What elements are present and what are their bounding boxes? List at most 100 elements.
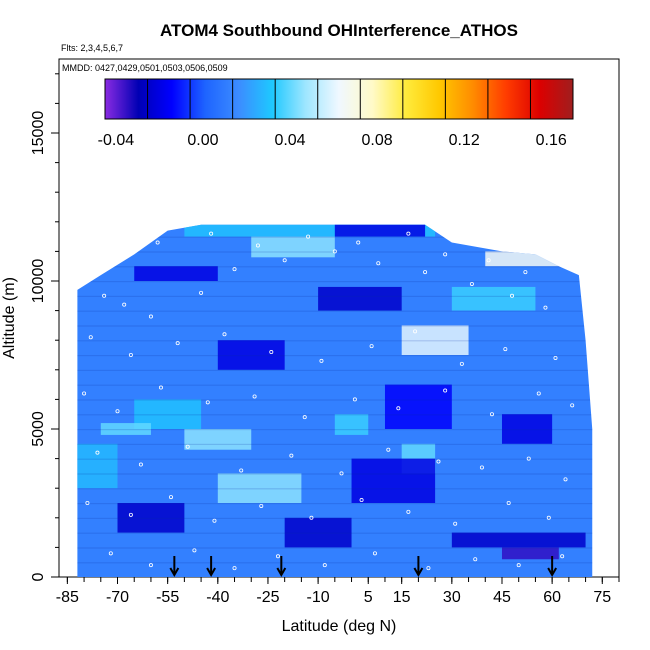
y-tick-label: 0 — [30, 572, 47, 581]
x-tick-label: 75 — [593, 589, 611, 606]
flight-arrow — [169, 556, 180, 578]
sample-point — [322, 563, 327, 568]
colorbar-tick-label: 0.08 — [362, 132, 393, 149]
heatmap-cell — [451, 532, 586, 548]
level-stripe — [77, 532, 593, 534]
x-tick-label: 45 — [493, 589, 511, 606]
sample-point — [205, 400, 210, 405]
colorbar-tick-label: 0.00 — [187, 132, 218, 149]
sample-point — [85, 500, 90, 505]
sample-point — [546, 515, 551, 520]
level-stripe — [77, 547, 593, 549]
colorbar-ticks: -0.04 0.00 0.04 0.08 0.12 0.16 — [98, 79, 567, 149]
heatmap-cell — [451, 286, 536, 311]
heatmap-cell — [401, 325, 469, 355]
sample-point — [128, 352, 133, 357]
sample-point — [275, 554, 280, 559]
level-stripe — [77, 310, 593, 312]
sample-point — [376, 261, 381, 266]
level-stripe — [77, 414, 593, 416]
sample-point — [309, 515, 314, 520]
sample-point — [128, 512, 133, 517]
level-stripe — [77, 340, 593, 342]
sample-point — [553, 355, 558, 360]
flight-arrow — [547, 556, 558, 578]
x-tick-label: 30 — [443, 589, 461, 606]
level-stripe — [77, 295, 593, 297]
heatmap-cell — [284, 517, 352, 548]
sample-point — [406, 231, 411, 236]
sample-point — [523, 270, 528, 275]
heatmap-cell — [501, 547, 559, 560]
sample-point — [168, 495, 173, 500]
sample-point — [158, 385, 163, 390]
level-stripe — [77, 473, 593, 475]
dates-label: MMDD: 0427,0429,0501,0503,0506,0509 — [62, 63, 228, 73]
level-stripe — [77, 236, 593, 238]
sample-point — [185, 444, 190, 449]
level-stripe — [77, 399, 593, 401]
x-tick-label: -40 — [206, 589, 229, 606]
heatmap-cell — [501, 414, 553, 444]
level-stripe — [77, 251, 593, 253]
level-stripe — [77, 488, 593, 490]
heatmap-cell — [251, 236, 335, 258]
sample-point — [108, 551, 113, 556]
chart-title: ATOM4 Southbound OHInterference_ATHOS — [160, 21, 518, 40]
sample-point — [469, 281, 474, 286]
sample-point — [570, 403, 575, 408]
sample-point — [155, 240, 160, 245]
x-axis: -85 -70 -55 -40 -25 -10 5 15 30 45 60 75 — [56, 577, 620, 606]
sample-point — [255, 243, 260, 248]
sample-point — [543, 305, 548, 310]
sample-point — [82, 391, 87, 396]
sample-point — [282, 258, 287, 263]
sample-point — [209, 231, 214, 236]
colorbar: -0.04 0.00 0.04 0.08 0.12 0.16 — [98, 78, 574, 149]
sample-point — [426, 566, 431, 571]
flights-label: Flts: 2,3,4,5,6,7 — [61, 43, 123, 53]
level-stripe — [77, 325, 593, 327]
heatmap-cell — [117, 503, 185, 533]
sample-point — [115, 409, 120, 414]
sample-point — [95, 450, 100, 455]
sample-point — [473, 557, 478, 562]
sample-point — [359, 498, 364, 503]
x-tick-label: -25 — [256, 589, 279, 606]
heatmap-cell — [100, 423, 151, 435]
sample-point — [102, 293, 107, 298]
sample-point — [436, 459, 441, 464]
heatmap-cell — [184, 224, 436, 237]
sample-point — [386, 447, 391, 452]
sample-point — [459, 361, 464, 366]
level-stripe — [77, 355, 593, 357]
x-axis-label: Latitude (deg N) — [282, 618, 397, 635]
heatmap-cell — [217, 340, 285, 370]
sample-point — [199, 290, 204, 295]
sample-point — [289, 453, 294, 458]
heatmap-cell — [318, 286, 402, 311]
sample-point — [138, 462, 143, 467]
level-stripe — [77, 266, 593, 268]
level-stripe — [77, 281, 593, 283]
x-tick-label: 5 — [364, 589, 373, 606]
flight-arrow — [206, 556, 216, 578]
level-stripe — [77, 369, 593, 371]
heatmap-cell — [384, 384, 452, 429]
x-tick-label: -70 — [106, 589, 129, 606]
sample-point — [413, 329, 418, 334]
sample-point — [510, 293, 515, 298]
sample-point — [356, 240, 361, 245]
level-stripe — [77, 562, 593, 564]
heatmap-cell — [334, 224, 426, 237]
flight-arrows — [169, 556, 558, 578]
sample-point — [302, 415, 307, 420]
colorbar-tick-label: 0.04 — [274, 132, 305, 149]
heatmap-cell — [134, 266, 218, 281]
y-axis: 0 5000 10000 15000 — [30, 73, 59, 581]
heatmap-cell — [217, 473, 302, 503]
sample-point — [269, 350, 274, 355]
heatmap-cell — [334, 414, 369, 435]
level-stripe — [77, 458, 593, 460]
